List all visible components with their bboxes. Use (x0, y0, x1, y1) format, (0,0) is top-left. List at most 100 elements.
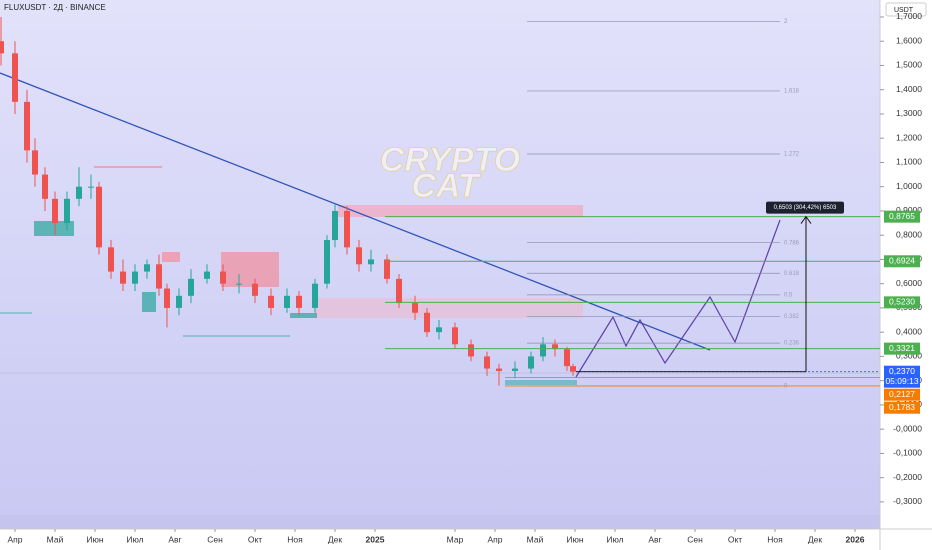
x-tick-label: Май (47, 534, 64, 544)
y-tick-label: 0,3000 (896, 351, 922, 361)
candle-body (540, 344, 546, 357)
x-tick-label: Июн (566, 534, 583, 544)
candle-body (0, 41, 5, 54)
price-badge-label: 0,2370 (889, 366, 915, 376)
candle-body (132, 271, 138, 284)
y-tick-label: -0,2000 (893, 472, 922, 482)
candle-body (324, 240, 330, 284)
fib-label: 2 (784, 19, 788, 25)
zone (315, 298, 583, 318)
candle-body (570, 366, 576, 372)
price-badge-label: 0,6924 (889, 256, 915, 266)
x-tick-label: Сен (687, 534, 703, 544)
candle-body (188, 278, 194, 296)
demand-zone (290, 313, 317, 318)
x-tick-label: 2026 (846, 534, 865, 544)
candle-body (412, 303, 418, 313)
candle-body (32, 150, 38, 175)
x-tick-label: Дек (328, 534, 342, 544)
supply-zone (338, 205, 583, 217)
fib-label: 0.5 (784, 292, 793, 298)
candle-body (176, 295, 182, 308)
y-tick-label: 1,1000 (896, 157, 922, 167)
price-badge (884, 388, 920, 401)
candle-body (52, 198, 58, 224)
y-tick-label: 1,4000 (896, 84, 922, 94)
candle-body (468, 344, 474, 357)
price-badge-label: 0,3321 (889, 343, 915, 353)
fib-label: 0.618 (784, 271, 800, 277)
candle-body (496, 368, 502, 371)
candle-body (42, 174, 48, 199)
price-badge (884, 296, 920, 309)
watermark: CAT (411, 167, 482, 205)
price-badge-label: 0,2127 (889, 389, 915, 399)
candle-body (484, 356, 490, 369)
candle-body (452, 327, 458, 345)
currency-box (885, 2, 927, 17)
price-badge-label: 0,5230 (889, 297, 915, 307)
candle-body (88, 186, 94, 188)
candle-body (156, 264, 162, 289)
x-tick-label: Окт (728, 534, 742, 544)
candle-body (436, 327, 442, 333)
y-tick-label: 1,0000 (896, 181, 922, 191)
candle-body (96, 186, 102, 248)
x-tick-label: Июл (606, 534, 623, 544)
y-tick-label: 1,2000 (896, 132, 922, 142)
candle-body (12, 53, 18, 102)
demand-zone (505, 380, 577, 385)
candle-body (204, 271, 210, 279)
x-tick-label: Сен (207, 534, 223, 544)
candle-body (64, 198, 70, 224)
y-tick-label: 0,9000 (896, 205, 922, 215)
candle-body (356, 247, 362, 265)
y-tick-label: -0,0000 (893, 423, 922, 433)
price-badge (884, 255, 920, 268)
price-badge-label: 0,1783 (889, 402, 915, 412)
candle-body (332, 210, 338, 241)
fib-label: 1.618 (784, 89, 800, 95)
plot-area (0, 0, 880, 515)
x-tick-label: Июл (126, 534, 143, 544)
candle-body (344, 210, 350, 248)
x-tick-label: Ноя (287, 534, 303, 544)
candle-body (384, 259, 390, 279)
x-tick-label: 2025 (366, 534, 385, 544)
y-tick-label: 0,8000 (896, 229, 922, 239)
y-tick-label: 1,5000 (896, 60, 922, 70)
candle-body (120, 271, 126, 284)
fib-label: 0 (784, 384, 788, 390)
currency: USDT (894, 7, 914, 14)
candle-body (424, 312, 430, 333)
candle-body (144, 264, 150, 272)
candle-body (552, 344, 558, 350)
candle-body (76, 186, 82, 199)
chart-title: FLUXUSDT · 2Д · BINANCE (4, 3, 106, 12)
x-tick-label: Мар (447, 534, 464, 544)
price-badge (884, 365, 920, 388)
candle-body (268, 295, 274, 308)
price-badge-label: 0,8765 (889, 211, 915, 221)
y-tick-label: 0,6000 (896, 278, 922, 288)
fib-label: 0.382 (784, 314, 800, 320)
x-tick-label: Май (527, 534, 544, 544)
y-tick-label: 1,3000 (896, 108, 922, 118)
demand-zone (142, 292, 156, 312)
candle-body (108, 247, 114, 272)
candle-body (252, 283, 258, 296)
x-tick-label: Авг (168, 534, 181, 544)
x-tick-label: Апр (8, 534, 23, 544)
fib-label: 0.786 (784, 240, 800, 246)
candle-body (236, 283, 242, 285)
price-badge (884, 401, 920, 414)
watermark: CRYPTO (380, 141, 520, 179)
target-label: 0,6503 (304,42%) 6503 (774, 205, 837, 211)
candle-body (368, 259, 374, 265)
candle-body (164, 288, 170, 308)
candle-body (24, 101, 30, 151)
candle-body (564, 349, 570, 367)
candle-body (220, 271, 226, 284)
fib-label: 0.236 (784, 341, 800, 347)
